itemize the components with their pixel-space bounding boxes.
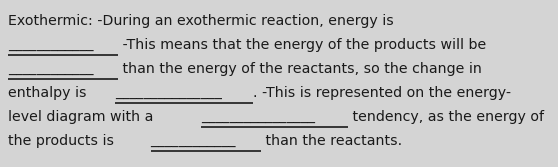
Text: ____________: ____________: [8, 62, 94, 76]
Text: . -This is represented on the energy-: . -This is represented on the energy-: [253, 86, 511, 100]
Text: than the reactants.: than the reactants.: [261, 134, 402, 148]
Text: the products is: the products is: [8, 134, 118, 148]
Text: Exothermic: -During an exothermic reaction, energy is: Exothermic: -During an exothermic reacti…: [8, 14, 394, 28]
Text: _______________: _______________: [115, 86, 222, 100]
Text: level diagram with a: level diagram with a: [8, 110, 158, 124]
Text: ____________: ____________: [8, 38, 94, 52]
Text: -This means that the energy of the products will be: -This means that the energy of the produ…: [118, 38, 487, 52]
Text: enthalpy is: enthalpy is: [8, 86, 91, 100]
Text: ________________: ________________: [201, 110, 315, 124]
Text: than the energy of the reactants, so the change in: than the energy of the reactants, so the…: [118, 62, 482, 76]
Text: tendency, as the energy of: tendency, as the energy of: [349, 110, 545, 124]
Text: ____________: ____________: [151, 134, 236, 148]
